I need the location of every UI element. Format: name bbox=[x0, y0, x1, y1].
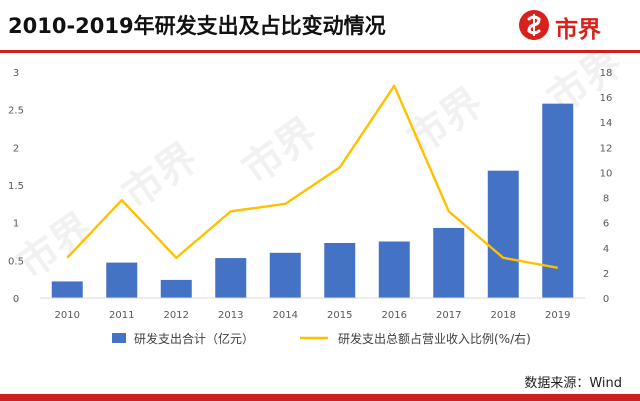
left-tick-label: 1 bbox=[13, 219, 19, 230]
right-axis-ticks: 0 2 4 6 8 10 12 14 16 18 bbox=[600, 68, 613, 305]
bar-2014 bbox=[269, 252, 301, 298]
bar-2017 bbox=[433, 227, 465, 298]
watermark-text: 市界 bbox=[399, 80, 491, 164]
bar-2012 bbox=[160, 279, 192, 298]
bar-2016 bbox=[378, 241, 410, 298]
left-tick-label: 2.5 bbox=[8, 106, 24, 117]
bottom-accent-bar bbox=[0, 394, 640, 401]
legend-bar-label: 研发支出合计（亿元） bbox=[134, 331, 254, 346]
x-tick-label: 2016 bbox=[382, 310, 407, 321]
bar-2019 bbox=[542, 103, 574, 298]
right-tick-label: 10 bbox=[600, 168, 613, 179]
x-tick-label: 2011 bbox=[109, 310, 134, 321]
watermark-text: 市界 bbox=[9, 205, 101, 289]
bar-2018 bbox=[487, 170, 519, 298]
right-tick-label: 16 bbox=[600, 93, 613, 104]
bar-2010 bbox=[51, 281, 83, 298]
right-tick-label: 4 bbox=[603, 244, 609, 255]
x-tick-label: 2012 bbox=[164, 310, 189, 321]
x-tick-label: 2010 bbox=[55, 310, 80, 321]
left-axis-ticks: 0 0.5 1 1.5 2 2.5 3 bbox=[8, 68, 24, 305]
left-tick-label: 1.5 bbox=[8, 181, 24, 192]
x-tick-label: 2019 bbox=[545, 310, 570, 321]
shield-swirl-logo-icon bbox=[519, 10, 549, 40]
x-tick-label: 2017 bbox=[436, 310, 461, 321]
right-tick-label: 14 bbox=[600, 118, 613, 129]
line-series bbox=[66, 84, 558, 270]
x-axis-ticks: 2010 2011 2012 2013 2014 2015 2016 2017 2018 2019 bbox=[55, 310, 571, 321]
right-tick-label: 0 bbox=[603, 294, 609, 305]
x-tick-label: 2018 bbox=[491, 310, 516, 321]
ratio-line bbox=[66, 84, 558, 270]
left-tick-label: 2 bbox=[13, 143, 19, 154]
bar-2011 bbox=[106, 262, 138, 298]
header: 2010-2019年研发支出及占比变动情况 市界 bbox=[0, 0, 640, 52]
left-tick-label: 0 bbox=[13, 294, 19, 305]
left-tick-label: 0.5 bbox=[8, 256, 24, 267]
right-tick-label: 6 bbox=[603, 219, 609, 230]
right-tick-label: 2 bbox=[603, 269, 609, 280]
bar-2013 bbox=[215, 258, 247, 298]
legend-line-label: 研发支出总额占营业收入比例(%/右) bbox=[338, 331, 531, 346]
logo-text: 市界 bbox=[555, 17, 601, 43]
bar-series bbox=[40, 103, 585, 299]
title-divider bbox=[0, 50, 640, 53]
data-source: 数据来源：Wind bbox=[524, 376, 622, 391]
brand-logo: 市界 bbox=[515, 8, 633, 43]
right-tick-label: 12 bbox=[600, 143, 613, 154]
x-tick-label: 2014 bbox=[273, 310, 298, 321]
x-tick-label: 2015 bbox=[327, 310, 352, 321]
right-tick-label: 18 bbox=[600, 68, 613, 79]
watermark-text: 市界 bbox=[234, 110, 326, 194]
legend: 研发支出合计（亿元） 研发支出总额占营业收入比例(%/右) bbox=[112, 331, 531, 346]
right-tick-label: 8 bbox=[603, 194, 609, 205]
chart-area: 市界 市界 市界 市界 市界 0 0.5 1 1.5 2 2.5 3 0 2 4 6 8 10 12 14 16 18… bbox=[0, 40, 640, 371]
legend-bar-swatch bbox=[112, 333, 126, 343]
left-tick-label: 3 bbox=[13, 68, 19, 79]
x-tick-label: 2013 bbox=[218, 310, 243, 321]
chart-title: 2010-2019年研发支出及占比变动情况 bbox=[8, 14, 386, 38]
bar-2015 bbox=[324, 243, 356, 298]
